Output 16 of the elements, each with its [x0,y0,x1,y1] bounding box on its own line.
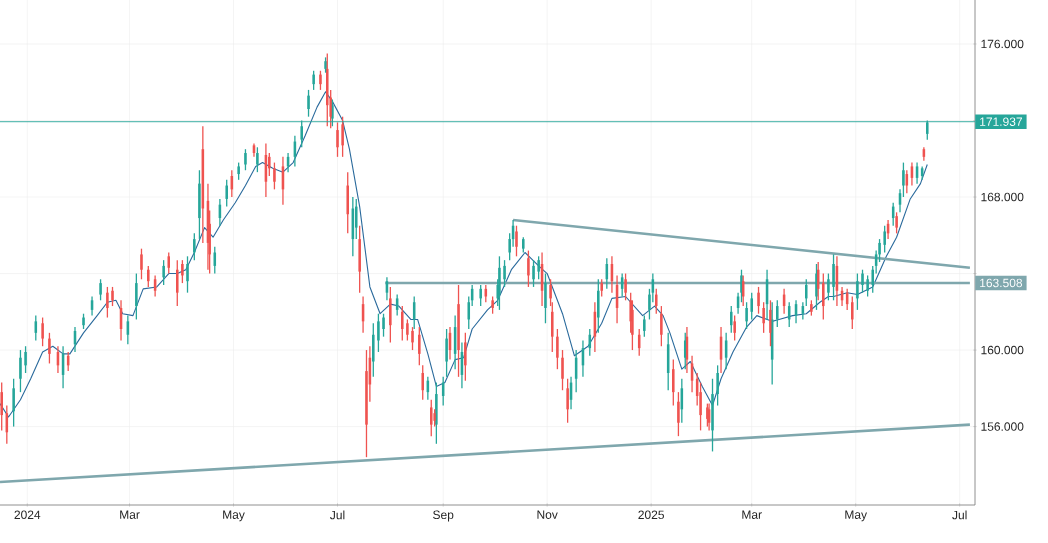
x-tick-label: Nov [537,510,558,519]
x-tick-label: 2024 [14,510,41,520]
x-tick-label: Mar [742,510,762,519]
series-label: 163.508 [980,278,1023,288]
ref-line-label: 171.937 [980,117,1022,126]
x-tick-label: Sep [433,510,454,522]
y-tick-label: 176.000 [981,39,1024,49]
x-tick-label: May [223,510,245,522]
x-tick-label: Jul [952,510,967,520]
y-tick-label: 168.000 [981,192,1024,202]
x-tick-label: May [845,510,868,522]
x-tick-label: Jul [330,510,345,520]
y-tick-label: 156.000 [981,422,1024,431]
y-tick-label: 160.000 [981,345,1024,355]
x-tick-label: 2025 [638,510,664,520]
x-tick-label: Mar [120,510,140,519]
